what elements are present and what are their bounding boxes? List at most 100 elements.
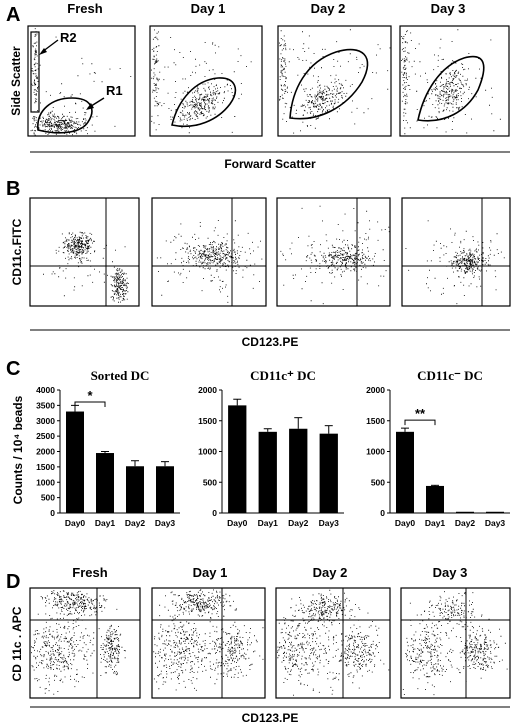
category-label-2-3: Day3	[485, 518, 506, 528]
y-tick-label-2-4: 2000	[366, 385, 385, 395]
chart-title-0: Sorted DC	[91, 368, 150, 383]
panel-a-plots: R2 R1	[27, 25, 510, 137]
scatter-a-fresh-points	[30, 28, 132, 136]
y-tick-label-0-5: 2500	[36, 431, 55, 441]
scatter-d-fresh-points	[31, 590, 126, 695]
gate-day1	[171, 77, 237, 128]
panel-b-xlabel: CD123.PE	[242, 335, 299, 349]
label-r2: R2	[60, 30, 77, 45]
label-r1: R1	[106, 83, 123, 98]
panel-a-frame-day3	[399, 25, 510, 137]
panel-d-title-day1: Day 1	[193, 565, 228, 580]
scatter-d-day1-points	[153, 589, 264, 691]
scatter-b-day2-points	[280, 205, 390, 305]
panel-c-ylabel: Counts / 10⁴ beads	[11, 395, 25, 504]
y-tick-label-1-1: 500	[203, 477, 217, 487]
y-tick-label-0-7: 3500	[36, 400, 55, 410]
y-tick-label-0-3: 1500	[36, 462, 55, 472]
panel-a-title-fresh: Fresh	[67, 1, 102, 16]
bar-2-3	[486, 511, 504, 513]
panel-d-frame-day1	[151, 587, 266, 699]
scatter-a-day3-points	[401, 29, 501, 135]
bar-1-2	[289, 428, 308, 513]
scatter-d-day2	[277, 589, 390, 696]
panel-a-xlabel: Forward Scatter	[224, 157, 316, 171]
scatter-d-fresh	[31, 590, 126, 695]
scatter-a-day1-points	[151, 29, 252, 134]
panel-a-frame-fresh	[27, 25, 136, 137]
panel-b-frame-day2	[276, 197, 391, 307]
scatter-d-day2-points	[277, 589, 390, 696]
category-label-1-3: Day3	[319, 518, 340, 528]
bar-chart-0: Sorted DC 0 500 1000 1500 2000 2500 3000 3500 400…	[36, 368, 180, 528]
scatter-b-day1	[156, 220, 263, 303]
gate-day3	[417, 55, 485, 122]
scatter-d-day3-points	[402, 591, 508, 696]
category-label-0-2: Day2	[125, 518, 146, 528]
panel-b-frame-fresh	[29, 197, 140, 307]
significance-bracket-0	[74, 401, 106, 407]
scatter-b-day3	[405, 220, 505, 305]
scatter-b-day2	[280, 205, 390, 305]
bar-1-0	[228, 405, 247, 513]
scatter-a-fresh	[30, 28, 132, 136]
panel-d-title-fresh: Fresh	[72, 565, 107, 580]
y-tick-label-0-0: 0	[50, 508, 55, 518]
panel-d-frame-day3	[400, 587, 511, 699]
bar-0-2	[126, 466, 144, 513]
panel-b-frame-day1	[151, 197, 267, 307]
category-label-0-3: Day3	[155, 518, 176, 528]
panel-b-plots	[29, 197, 511, 307]
y-tick-label-0-1: 500	[41, 493, 55, 503]
panel-d-frame-day2	[275, 587, 391, 699]
significance-label-2: **	[415, 406, 426, 421]
significance-bracket-2	[404, 419, 436, 426]
y-tick-label-1-2: 1000	[198, 447, 217, 457]
bar-chart-2: CD11c⁻ DC 0 500 1000 1500 2000 Day0 Day1 Day2 Day…	[366, 368, 510, 528]
scatter-a-day1	[151, 29, 252, 134]
chart-title-2: CD11c⁻ DC	[417, 368, 483, 383]
panel-a-frame-day1	[149, 25, 263, 137]
y-tick-label-0-8: 4000	[36, 385, 55, 395]
category-label-1-1: Day1	[258, 518, 279, 528]
category-label-1-2: Day2	[288, 518, 309, 528]
category-label-2-1: Day1	[425, 518, 446, 528]
category-label-0-0: Day0	[65, 518, 86, 528]
scatter-b-fresh	[43, 231, 129, 303]
scatter-b-fresh-points	[43, 231, 129, 303]
panel-d-plots	[29, 587, 511, 699]
scatter-b-day3-points	[405, 220, 505, 305]
panel-a-ylabel: Side Scatter	[9, 46, 23, 116]
panel-a-title-day3: Day 3	[431, 1, 466, 16]
r2-arrowhead	[39, 48, 47, 55]
panel-a-title-day2: Day 2	[311, 1, 346, 16]
bar-0-3	[156, 466, 174, 513]
y-tick-label-0-6: 3000	[36, 416, 55, 426]
bar-1-1	[258, 431, 277, 513]
panel-d-xlabel: CD123.PE	[242, 711, 299, 725]
panel-b-ylabel: CD11c.FITC	[10, 218, 24, 285]
scatter-d-day1	[153, 589, 264, 691]
panel-a-title-day1: Day 1	[191, 1, 226, 16]
bar-0-0	[66, 411, 84, 513]
panel-a-frame-day2	[277, 25, 392, 137]
y-tick-label-1-0: 0	[212, 508, 217, 518]
y-tick-label-2-2: 1000	[366, 447, 385, 457]
panel-d-title-day3: Day 3	[433, 565, 468, 580]
gate-r2	[30, 31, 40, 113]
panel-c-charts: Sorted DC 0 500 1000 1500 2000 2500 3000 3500 400…	[36, 368, 510, 528]
panel-label-a: A	[6, 4, 20, 26]
r1-arrowhead	[86, 103, 94, 110]
panel-b-frame-day3	[401, 197, 511, 307]
y-tick-label-0-4: 2000	[36, 447, 55, 457]
significance-label-0: *	[87, 388, 93, 403]
scatter-d-day3	[402, 591, 508, 696]
y-tick-label-2-1: 500	[371, 477, 385, 487]
y-tick-label-2-3: 1500	[366, 416, 385, 426]
chart-title-1: CD11c⁺ DC	[250, 368, 316, 383]
y-tick-label-0-2: 1000	[36, 477, 55, 487]
panel-label-c: C	[6, 358, 20, 380]
category-label-2-0: Day0	[395, 518, 416, 528]
y-tick-label-1-4: 2000	[198, 385, 217, 395]
panel-d-title-day2: Day 2	[313, 565, 348, 580]
